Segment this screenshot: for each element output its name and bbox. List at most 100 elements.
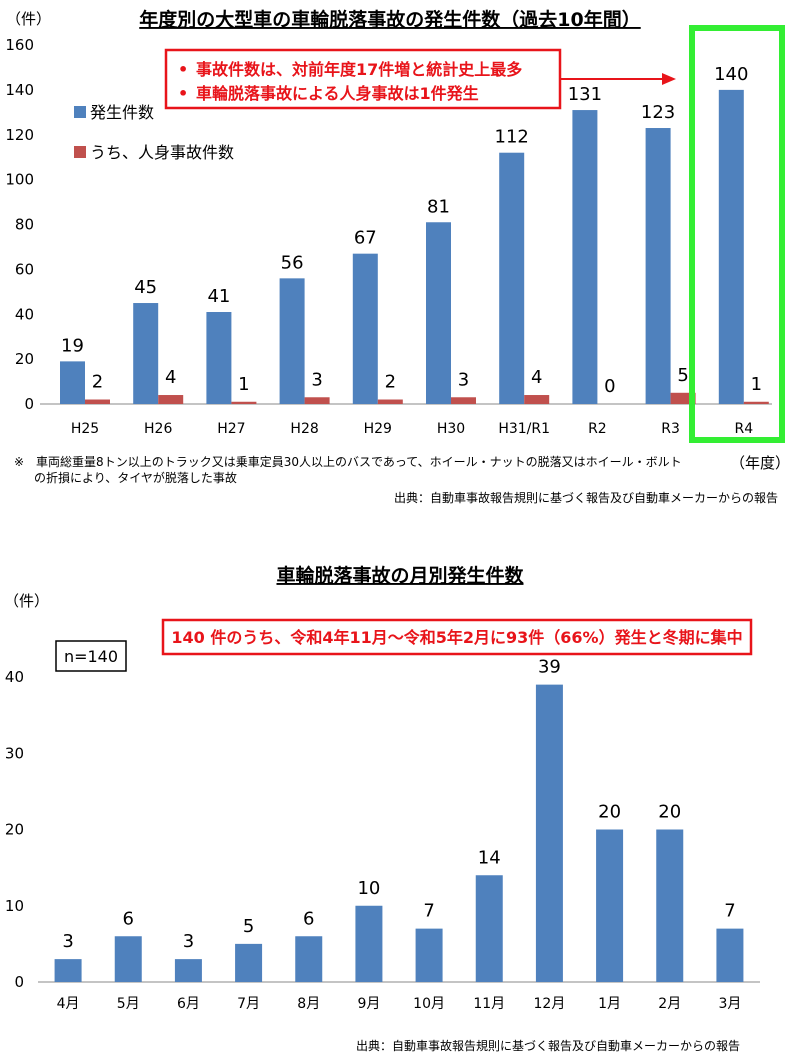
bar-monthly xyxy=(415,928,443,982)
bottom-x-tick-label: 8月 xyxy=(297,996,320,1012)
top-x-axis: H25 H26 H27 H28 H29 H30 H31/R1 R2 R3 R4 xyxy=(71,421,753,437)
top-callout-arrow-head xyxy=(662,73,676,85)
bar-occurrences xyxy=(352,253,378,404)
top-y-tick-label: 160 xyxy=(5,36,34,54)
top-y-tick-label: 60 xyxy=(15,260,34,278)
bar-monthly xyxy=(295,936,323,982)
data-label-injury: 5 xyxy=(677,365,688,386)
top-chart-title: 年度別の大型車の車輪脱落事故の発生件数（過去10年間） xyxy=(139,8,640,31)
top-note-line-1: ※ 車両総重量8トン以上のトラック又は乗車定員30人以上のバスであって、ホイール… xyxy=(14,454,682,469)
bar-occurrences xyxy=(60,361,85,404)
bar-monthly xyxy=(535,684,563,982)
r4-highlight-frame xyxy=(689,25,785,443)
top-callout-bullet-2: • xyxy=(178,84,188,103)
bottom-y-axis: 0 10 20 30 40 xyxy=(5,668,760,991)
top-callout-bullet-1: • xyxy=(178,60,188,79)
data-label-occurrences: 140 xyxy=(714,64,748,85)
data-label-injury: 4 xyxy=(531,367,542,388)
top-x-tick-label: H31/R1 xyxy=(498,421,550,437)
bottom-y-tick-label: 30 xyxy=(5,744,24,762)
top-x-tick-label: H29 xyxy=(364,421,392,437)
top-x-tick-label: R3 xyxy=(661,421,680,437)
bottom-x-axis: 4月 5月 6月 7月 8月 9月 10月 11月 12月 1月 2月 3月 xyxy=(57,996,742,1012)
bottom-y-tick-label: 20 xyxy=(5,821,24,839)
data-label-occurrences: 131 xyxy=(568,84,602,105)
bottom-bars: 3 6 3 5 6 10 7 14 39 20 20 7 xyxy=(54,657,744,982)
bottom-x-tick-label: 11月 xyxy=(473,996,505,1012)
bar-monthly xyxy=(475,875,503,982)
top-y-tick-label: 40 xyxy=(15,305,34,323)
data-label-occurrences: 123 xyxy=(641,102,675,123)
bar-occurrences xyxy=(645,128,671,405)
bar-monthly xyxy=(114,936,142,982)
data-label-injury: 3 xyxy=(311,369,322,390)
bottom-x-tick-label: 10月 xyxy=(413,996,445,1012)
top-unit-label: （件） xyxy=(6,10,51,28)
bottom-x-tick-label: 6月 xyxy=(177,996,200,1012)
bar-injury xyxy=(451,397,476,404)
data-label-monthly: 7 xyxy=(724,901,735,922)
bar-injury xyxy=(85,399,110,404)
top-callout-line-2: 車輪脱落事故による人身事故は1件発生 xyxy=(196,84,479,103)
bottom-callout-text: 140 件のうち、令和4年11月～令和5年2月に93件（66%）発生と冬期に集中 xyxy=(171,628,742,647)
top-bars: 19 2 45 4 41 1 56 3 67 2 81 3 112 4 131 0 123 5 140 1 xyxy=(60,64,769,405)
bottom-y-tick-label: 10 xyxy=(5,897,24,915)
top-callout-box xyxy=(164,48,562,110)
top-x-tick-label: H30 xyxy=(437,421,465,437)
legend-swatch-occurrences xyxy=(74,106,86,118)
bar-injury xyxy=(670,392,696,404)
top-note-line-2: の折損により、タイヤが脱落した事故 xyxy=(34,470,237,485)
bar-monthly xyxy=(656,829,684,982)
data-label-injury: 1 xyxy=(751,374,762,395)
top-y-tick-label: 140 xyxy=(5,81,34,99)
data-label-injury: 4 xyxy=(165,367,176,388)
bar-occurrences xyxy=(499,152,525,404)
bottom-y-tick-label: 0 xyxy=(14,973,24,991)
data-label-injury: 2 xyxy=(385,372,396,393)
bar-injury xyxy=(304,397,330,404)
data-label-monthly: 3 xyxy=(183,931,194,952)
data-label-occurrences: 67 xyxy=(354,228,377,249)
bar-injury xyxy=(158,395,184,404)
bottom-chart-title: 車輪脱落事故の月別発生件数 xyxy=(276,564,524,587)
n-box xyxy=(55,640,127,672)
bottom-x-tick-label: 9月 xyxy=(357,996,380,1012)
bottom-x-tick-label: 12月 xyxy=(534,996,566,1012)
top-callout: • 事故件数は、対前年度17件増と統計史上最多 • 車輪脱落事故による人身事故は… xyxy=(164,48,676,110)
bar-injury xyxy=(524,395,550,404)
top-y-tick-label: 20 xyxy=(15,350,34,368)
data-label-occurrences: 81 xyxy=(427,196,450,217)
bottom-x-tick-label: 5月 xyxy=(117,996,140,1012)
bottom-x-tick-label: 3月 xyxy=(718,996,741,1012)
n-label: n=140 xyxy=(64,647,118,666)
legend-occurrences: 発生件数 xyxy=(90,103,154,122)
top-x-tick-label: H27 xyxy=(217,421,245,437)
data-label-occurrences: 41 xyxy=(207,286,230,307)
top-y-tick-label: 80 xyxy=(15,216,34,234)
data-label-monthly: 6 xyxy=(123,908,134,929)
data-label-injury: 1 xyxy=(238,374,249,395)
data-label-monthly: 6 xyxy=(303,908,314,929)
bottom-x-tick-label: 7月 xyxy=(237,996,260,1012)
bar-injury xyxy=(743,401,769,404)
bottom-source: 出典：自動車事故報告規則に基づく報告及び自動車メーカーからの報告 xyxy=(356,1038,740,1053)
bar-monthly xyxy=(174,959,202,982)
bar-occurrences xyxy=(572,110,598,404)
data-label-occurrences: 45 xyxy=(134,277,157,298)
top-callout-line-1: 事故件数は、対前年度17件増と統計史上最多 xyxy=(196,60,522,79)
top-x-tick-label: H28 xyxy=(290,421,318,437)
bar-monthly xyxy=(235,943,263,982)
bottom-y-tick-label: 40 xyxy=(5,668,24,686)
top-y-tick-label: 0 xyxy=(24,395,34,413)
data-label-injury: 2 xyxy=(92,372,103,393)
bar-monthly xyxy=(54,959,82,982)
bar-occurrences xyxy=(718,89,744,404)
bar-injury xyxy=(231,401,257,404)
data-label-monthly: 20 xyxy=(658,802,681,823)
bottom-x-tick-label: 1月 xyxy=(598,996,621,1012)
data-label-occurrences: 56 xyxy=(281,252,304,273)
top-legend: 発生件数 うち、人身事故件数 xyxy=(74,103,234,162)
year-axis-label: （年度） xyxy=(730,454,790,472)
bar-monthly xyxy=(716,928,744,982)
